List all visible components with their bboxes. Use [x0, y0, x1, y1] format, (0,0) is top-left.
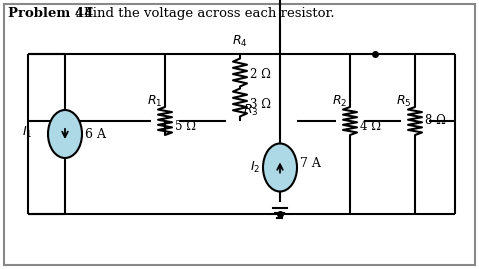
Text: $R_1$: $R_1$: [147, 93, 162, 109]
Text: $I_2$: $I_2$: [250, 160, 260, 175]
Text: $R_4$: $R_4$: [232, 34, 248, 49]
Text: 2 Ω: 2 Ω: [250, 68, 271, 81]
Text: 7 A: 7 A: [300, 157, 321, 170]
Text: $I_1$: $I_1$: [22, 125, 32, 140]
Text: $R_3$: $R_3$: [243, 103, 259, 118]
Text: Problem 44: Problem 44: [8, 7, 93, 20]
Text: 3 Ω: 3 Ω: [250, 98, 271, 111]
Ellipse shape: [263, 143, 297, 192]
Text: 4 Ω: 4 Ω: [360, 119, 381, 133]
Text: 6 A: 6 A: [85, 128, 106, 140]
Text: $R_2$: $R_2$: [331, 93, 347, 109]
Text: 5 Ω: 5 Ω: [175, 119, 196, 133]
Text: 8 Ω: 8 Ω: [425, 115, 446, 128]
Text: : Find the voltage across each resistor.: : Find the voltage across each resistor.: [75, 7, 335, 20]
Text: $R_5$: $R_5$: [397, 93, 412, 109]
Ellipse shape: [48, 110, 82, 158]
